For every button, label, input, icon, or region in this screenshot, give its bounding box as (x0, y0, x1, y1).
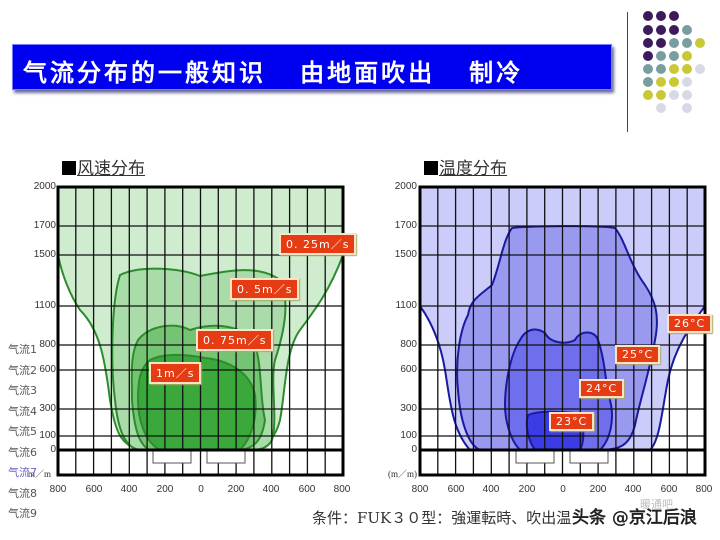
watermark: 头条 @京江后浪 (572, 508, 697, 528)
x-tick: 800 (333, 484, 351, 495)
x-tick: 400 (262, 484, 280, 495)
airflow-item[interactable]: 气流7 (8, 466, 37, 479)
x-tick: 600 (298, 484, 316, 495)
y-tick: 0 (50, 444, 56, 455)
x-tick: 200 (518, 484, 536, 495)
temperature-chart-title: 温度分布 (424, 154, 507, 179)
airflow-item[interactable]: 气流5 (8, 425, 37, 438)
contour-label-0-75ms: 0. 75m／s (196, 329, 274, 351)
condition-caption: 条件：FUK３０型：強運転時、吹出温 (312, 509, 572, 527)
floor-outlet-right (206, 449, 246, 464)
square-bullet-icon (424, 161, 438, 175)
contour-label-26c: 26°C (667, 314, 713, 333)
airflow-item[interactable]: 气流6 (8, 445, 37, 459)
contour-label-1ms: 1m／s (149, 362, 202, 384)
airflow-item[interactable]: 气流1 (8, 343, 37, 356)
vertical-divider (627, 12, 628, 132)
x-tick: 600 (85, 484, 103, 495)
x-tick: 600 (660, 484, 678, 495)
y-tick: 1100 (34, 300, 56, 311)
contour-label-25c: 25°C (615, 345, 661, 364)
x-tick: 200 (589, 484, 607, 495)
page-title: 气流分布的一般知识 由地面吹出 制冷 (23, 59, 524, 87)
x-tick: 600 (447, 484, 465, 495)
y-tick: 800 (400, 339, 417, 350)
x-tick: 400 (624, 484, 642, 495)
y-tick: 100 (400, 430, 417, 441)
axis-unit-label: (m／m) (388, 469, 417, 479)
y-tick: 800 (39, 339, 56, 350)
floor-outlet-left (515, 449, 555, 464)
square-bullet-icon (62, 161, 76, 175)
airflow-item[interactable]: 气流9 (8, 507, 37, 520)
y-tick: 300 (400, 403, 417, 414)
y-tick: 1100 (395, 300, 417, 311)
y-tick: 0 (411, 444, 417, 455)
x-tick: 0 (560, 484, 566, 495)
x-tick: 0 (198, 484, 204, 495)
airflow-item[interactable]: 气流3 (8, 384, 37, 397)
x-tick: 200 (156, 484, 174, 495)
airflow-item[interactable]: 气流2 (8, 363, 37, 377)
x-tick: 800 (411, 484, 429, 495)
x-tick: 800 (49, 484, 67, 495)
y-tick: 1500 (33, 249, 56, 260)
contour-label-23c: 23°C (549, 412, 595, 431)
y-tick: 600 (400, 364, 417, 375)
x-tick: 800 (695, 484, 713, 495)
y-tick: 1700 (394, 220, 417, 231)
x-tick: 400 (120, 484, 138, 495)
y-tick: 1500 (394, 249, 417, 260)
airflow-item[interactable]: 气流4 (8, 404, 37, 418)
x-tick: 400 (482, 484, 500, 495)
watermark-sub: 暖通吧 (640, 498, 673, 511)
airflow-overlay-list: 气流1 气流2 气流3 气流4 气流5 气流6 气流7 气流8 气流9 (8, 340, 37, 525)
axis-unit-label: m／m (28, 469, 52, 479)
temperature-title-text: 温度分布 (439, 159, 507, 179)
y-tick: 100 (39, 430, 56, 441)
contour-label-0-5ms: 0. 5m／s (230, 278, 300, 300)
wind-speed-title-text: 风速分布 (77, 159, 145, 179)
contour-label-0-25ms: 0. 25m／s (279, 233, 357, 255)
y-tick: 300 (39, 403, 56, 414)
wind-speed-chart (56, 185, 345, 477)
decorative-dot-grid (643, 11, 705, 113)
y-tick: 2000 (33, 181, 56, 192)
floor-outlet-left (152, 449, 192, 464)
y-tick: 600 (39, 364, 56, 375)
contour-label-24c: 24°C (579, 379, 625, 398)
wind-speed-chart-title: 风速分布 (62, 154, 145, 179)
y-tick: 2000 (394, 181, 417, 192)
floor-outlet-right (569, 449, 609, 464)
temperature-chart (418, 185, 707, 477)
airflow-item[interactable]: 气流8 (8, 486, 37, 500)
title-banner: 气流分布的一般知识 由地面吹出 制冷 (12, 44, 612, 90)
x-tick: 200 (227, 484, 245, 495)
y-tick: 1700 (33, 220, 56, 231)
